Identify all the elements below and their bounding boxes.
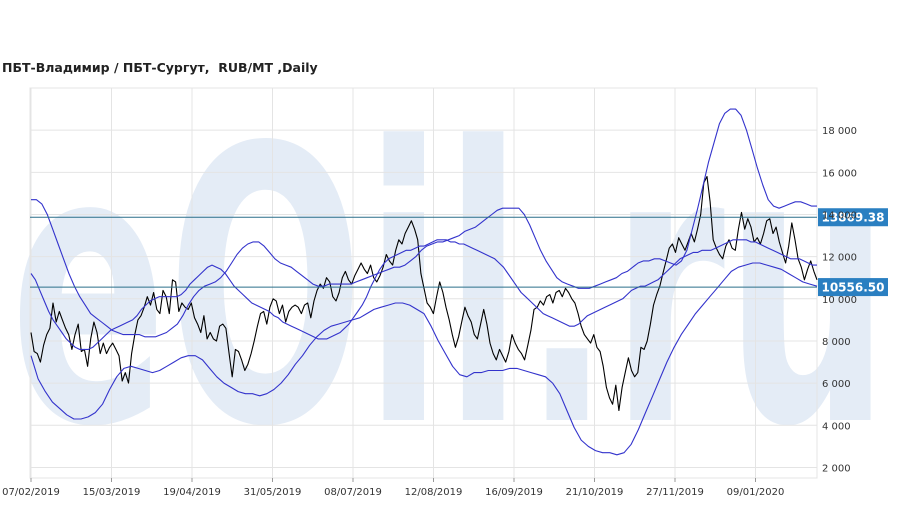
x-tick-label: 21/10/2019 (566, 487, 624, 498)
x-tick-label: 08/07/2019 (324, 487, 382, 498)
x-tick-label: 15/03/2019 (83, 487, 141, 498)
y-tick-label: 18 000 (822, 126, 857, 137)
y-tick-label: 14 000 (822, 210, 857, 221)
y-tick-label: 16 000 (822, 168, 857, 179)
watermark-text: eOil.ru (10, 67, 890, 509)
level-lines: 13869.38 10556.50 (30, 208, 888, 297)
level-label-box (818, 278, 888, 297)
y-tick-label: 12 000 (822, 253, 857, 264)
x-tick-label: 12/08/2019 (405, 487, 463, 498)
series-line-lower-band (30, 262, 818, 456)
y-tick-label: 2 000 (822, 463, 851, 474)
series-line-middle-band (30, 239, 817, 350)
x-tick-label: 19/04/2019 (163, 487, 221, 498)
series-group (30, 108, 818, 456)
y-tick-label: 8 000 (822, 337, 851, 348)
chart-title: ПБТ-Владимир / ПБТ-Сургут, RUB/MT ,Daily (2, 60, 318, 75)
plot-frame (29, 87, 818, 479)
level-label: 10556.50 (821, 281, 884, 295)
series-line-upper-band (31, 108, 817, 338)
x-tick-label: 27/11/2019 (646, 487, 704, 498)
axes: 2 000 4 000 6 000 8 000 10 000 12 000 14 000 16… (2, 126, 857, 498)
grid-lines (29, 87, 818, 479)
x-tick-label: 31/05/2019 (244, 487, 302, 498)
y-tick-label: 4 000 (822, 421, 851, 432)
y-tick-label: 10 000 (822, 295, 857, 306)
x-tick-label: 07/02/2019 (2, 487, 60, 498)
x-tick-label: 16/09/2019 (485, 487, 543, 498)
x-tick-label: 09/01/2020 (727, 487, 785, 498)
series-line-price (30, 175, 818, 412)
y-tick-label: 6 000 (822, 379, 851, 390)
level-label-box (818, 208, 888, 227)
level-label: 13869.38 (821, 211, 884, 225)
